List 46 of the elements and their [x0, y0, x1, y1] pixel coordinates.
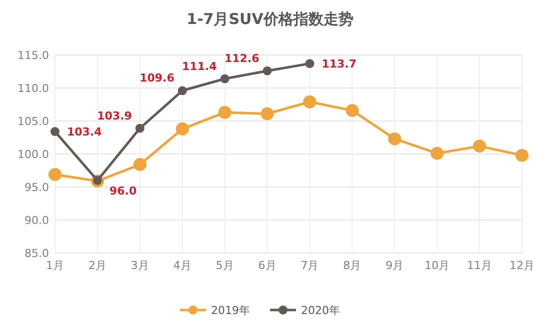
point [303, 95, 316, 108]
x-tick-label: 8月 [343, 259, 362, 272]
data-label: 112.6 [224, 52, 260, 65]
data-label: 111.4 [182, 60, 218, 73]
point [48, 168, 62, 181]
y-tick-label: 110.0 [18, 82, 49, 95]
y-tick-label: 85.0 [24, 247, 49, 260]
x-tick-label: 11月 [467, 259, 492, 272]
x-tick-label: 6月 [258, 259, 276, 272]
data-label: 103.4 [67, 126, 102, 139]
point [305, 59, 314, 68]
x-tick-label: 5月 [216, 259, 234, 272]
chart-title: 1-7月SUV价格指数走势 [186, 10, 354, 28]
data-label: 113.7 [322, 58, 357, 71]
point [50, 127, 60, 136]
point [220, 74, 230, 84]
point [218, 106, 232, 119]
x-tick-label: 9月 [386, 259, 404, 272]
point [516, 148, 528, 162]
point [260, 107, 274, 120]
point [176, 122, 189, 136]
x-tick-label: 7月 [300, 259, 319, 272]
point [135, 124, 144, 133]
y-tick-label: 95.0 [24, 181, 49, 194]
y-tick-label: 105.0 [18, 115, 49, 128]
point [178, 86, 187, 96]
data-label: 103.9 [97, 109, 132, 122]
point [473, 140, 486, 153]
data-label: 109.6 [140, 72, 175, 85]
point [346, 104, 359, 117]
data-label: 96.0 [109, 184, 137, 198]
y-tick-label: 100.0 [18, 148, 49, 161]
x-tick-label: 12月 [510, 259, 534, 272]
y-tick-label: 90.0 [24, 214, 49, 227]
x-tick-label: 1月 [46, 259, 64, 272]
point [430, 146, 444, 160]
x-tick-label: 10月 [424, 259, 450, 272]
point [388, 132, 402, 146]
point [133, 158, 146, 172]
legend-label: 2020年 [301, 304, 340, 317]
x-tick-label: 3月 [130, 259, 149, 272]
x-tick-label: 2月 [88, 259, 106, 272]
point [262, 66, 272, 76]
x-tick-label: 4月 [173, 259, 192, 272]
y-tick-label: 115.0 [18, 49, 49, 62]
legend-label: 2019年 [211, 304, 250, 317]
